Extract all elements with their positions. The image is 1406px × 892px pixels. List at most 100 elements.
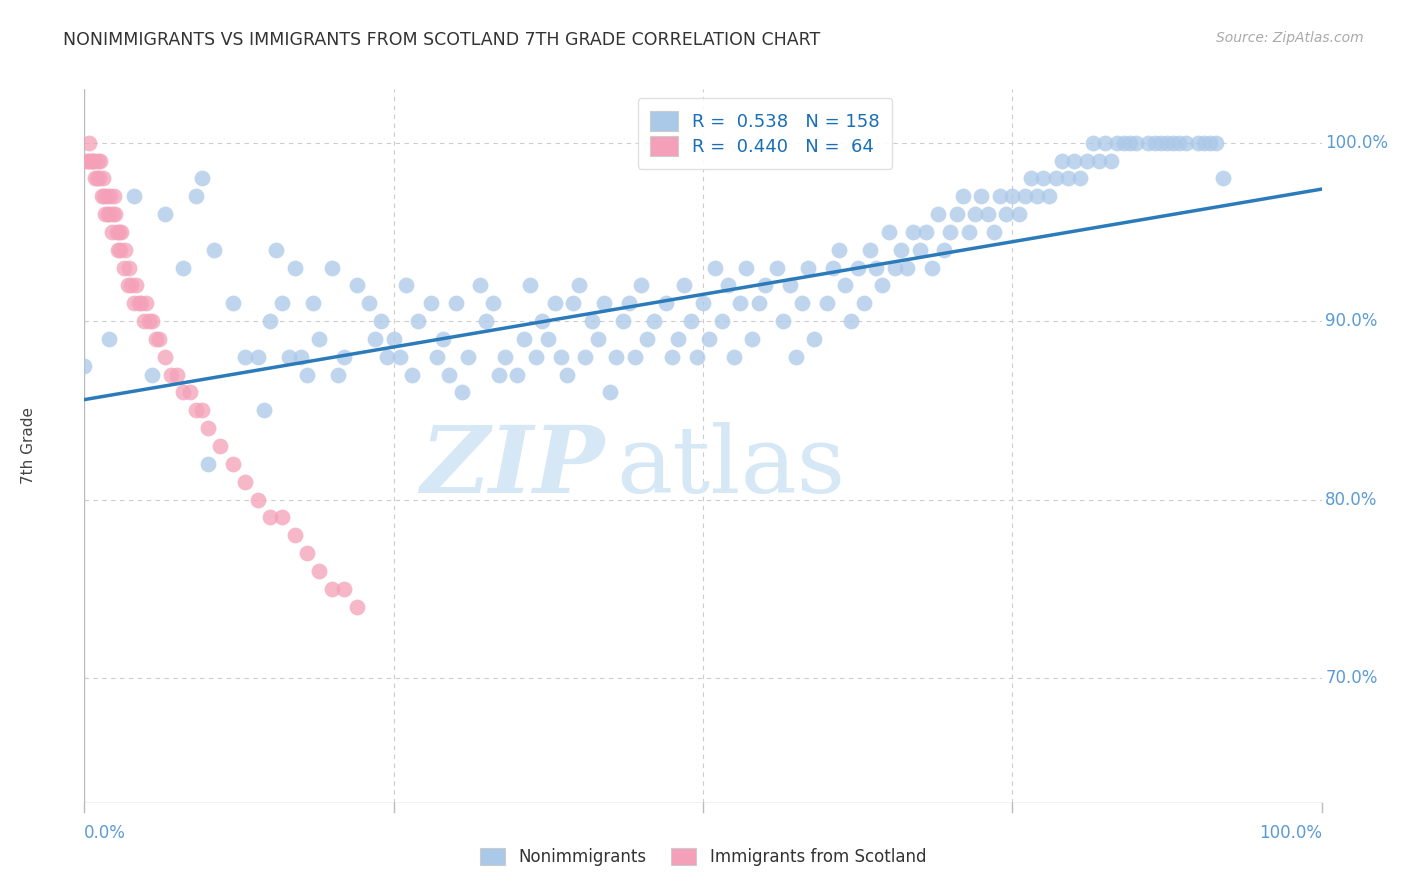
Point xyxy=(741,332,763,346)
Point xyxy=(346,278,368,293)
Point xyxy=(1094,136,1116,150)
Point xyxy=(617,296,640,310)
Point xyxy=(815,296,838,310)
Point xyxy=(264,243,287,257)
Point xyxy=(432,332,454,346)
Point xyxy=(1119,136,1142,150)
Point xyxy=(697,332,720,346)
Point xyxy=(531,314,554,328)
Point xyxy=(457,350,479,364)
Point xyxy=(86,171,108,186)
Point xyxy=(128,296,150,310)
Point xyxy=(921,260,943,275)
Point xyxy=(401,368,423,382)
Point xyxy=(382,332,405,346)
Point xyxy=(129,296,152,310)
Point xyxy=(1045,171,1067,186)
Point xyxy=(834,278,856,293)
Point xyxy=(153,207,176,221)
Point xyxy=(1001,189,1024,203)
Point xyxy=(141,368,163,382)
Point xyxy=(494,350,516,364)
Point xyxy=(172,385,194,400)
Point xyxy=(952,189,974,203)
Point xyxy=(785,350,807,364)
Legend: R =  0.538   N = 158, R =  0.440   N =  64: R = 0.538 N = 158, R = 0.440 N = 64 xyxy=(638,98,893,169)
Point xyxy=(605,350,627,364)
Point xyxy=(1156,136,1178,150)
Point xyxy=(636,332,658,346)
Point xyxy=(112,260,135,275)
Point xyxy=(148,332,170,346)
Point xyxy=(550,350,572,364)
Point xyxy=(191,403,214,417)
Text: atlas: atlas xyxy=(616,423,845,512)
Point xyxy=(295,546,318,560)
Point xyxy=(1174,136,1197,150)
Point xyxy=(103,189,125,203)
Point xyxy=(346,599,368,614)
Point xyxy=(308,564,330,578)
Point xyxy=(302,296,325,310)
Point xyxy=(259,510,281,524)
Point xyxy=(1007,207,1029,221)
Point xyxy=(1019,171,1042,186)
Point xyxy=(790,296,813,310)
Point xyxy=(1081,136,1104,150)
Point xyxy=(202,243,225,257)
Point xyxy=(1063,153,1085,168)
Point xyxy=(90,189,112,203)
Point xyxy=(821,260,844,275)
Point xyxy=(153,350,176,364)
Point xyxy=(132,314,155,328)
Point xyxy=(568,278,591,293)
Point xyxy=(76,153,98,168)
Point xyxy=(890,243,912,257)
Point xyxy=(83,153,105,168)
Point xyxy=(896,260,918,275)
Point xyxy=(903,225,925,239)
Point xyxy=(1125,136,1147,150)
Point xyxy=(945,207,967,221)
Point xyxy=(209,439,232,453)
Point xyxy=(939,225,962,239)
Point xyxy=(364,332,387,346)
Text: ZIP: ZIP xyxy=(420,423,605,512)
Point xyxy=(1199,136,1222,150)
Point xyxy=(246,492,269,507)
Point xyxy=(321,260,343,275)
Point xyxy=(1050,153,1073,168)
Point xyxy=(290,350,312,364)
Point xyxy=(519,278,541,293)
Point xyxy=(197,457,219,471)
Point xyxy=(96,189,118,203)
Point xyxy=(1099,153,1122,168)
Point xyxy=(506,368,529,382)
Point xyxy=(100,225,122,239)
Point xyxy=(141,314,163,328)
Point xyxy=(852,296,875,310)
Point xyxy=(98,189,121,203)
Point xyxy=(184,403,207,417)
Point xyxy=(259,314,281,328)
Point xyxy=(841,314,863,328)
Point xyxy=(995,207,1018,221)
Point xyxy=(145,332,167,346)
Point xyxy=(166,368,188,382)
Point xyxy=(222,296,245,310)
Point xyxy=(122,296,145,310)
Point xyxy=(1187,136,1209,150)
Point xyxy=(586,332,609,346)
Point xyxy=(120,278,142,293)
Point xyxy=(97,207,120,221)
Point xyxy=(444,296,467,310)
Point xyxy=(883,260,905,275)
Point xyxy=(357,296,380,310)
Point xyxy=(271,510,294,524)
Point xyxy=(408,314,430,328)
Point xyxy=(914,225,936,239)
Point xyxy=(197,421,219,435)
Point xyxy=(450,385,472,400)
Point xyxy=(748,296,770,310)
Point xyxy=(284,260,307,275)
